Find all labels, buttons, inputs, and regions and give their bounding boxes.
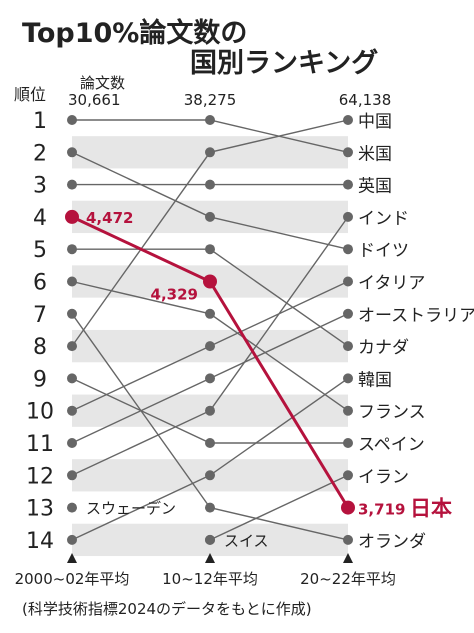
country-label-オランダ: オランダ xyxy=(358,532,426,552)
data-point-オーストラリア-3 xyxy=(343,308,353,319)
value-label-日本-1: 4,472 xyxy=(86,209,133,227)
data-point-ドイツ-3 xyxy=(343,244,353,255)
data-point-イタリア-1 xyxy=(67,405,77,416)
country-label-英国: 英国 xyxy=(358,177,392,197)
data-point-日本-1 xyxy=(65,209,79,224)
data-point-イタリア-3 xyxy=(343,276,353,287)
x-tick-label-1: 2000~02年平均 xyxy=(15,570,130,588)
data-point-インド-3 xyxy=(343,211,353,222)
chart-title-line2: 国別ランキング xyxy=(190,47,378,79)
data-point-韓国-3 xyxy=(343,373,353,384)
chart-title-line1: Top10%論文数の xyxy=(22,17,247,49)
rank-label-2: 2 xyxy=(33,141,47,166)
rank-label-5: 5 xyxy=(33,238,47,263)
data-point-スペイン-3 xyxy=(343,438,353,448)
data-point-オランダ-3 xyxy=(343,534,353,545)
x-marker-3 xyxy=(343,553,353,563)
data-point-中国-3 xyxy=(343,115,353,125)
rank-label-8: 8 xyxy=(33,335,47,360)
value-label-日本-3: 3,719 xyxy=(358,501,405,519)
data-point-スイス-2 xyxy=(205,534,215,545)
data-point-中国-2 xyxy=(205,147,215,158)
series-points xyxy=(65,115,355,545)
data-point-スウェーデン-1 xyxy=(67,502,77,513)
rank-label-13: 13 xyxy=(26,497,54,522)
data-point-オランダ-2 xyxy=(205,502,215,513)
country-labels: 中国米国英国インドドイツイタリアオーストラリアカナダ韓国フランススペインイランオ… xyxy=(86,112,474,552)
data-point-ドイツ-2 xyxy=(205,211,215,222)
country-label-スペイン: スペイン xyxy=(358,435,425,455)
x-axis: 2000~02年平均 10~12年平均 20~22年平均 xyxy=(15,553,396,588)
data-point-オランダ-1 xyxy=(67,308,77,319)
rank-label-3: 3 xyxy=(33,174,47,199)
data-point-イラン-3 xyxy=(343,470,353,481)
series-line-イラン xyxy=(209,474,349,541)
country-label-中国: 中国 xyxy=(358,112,392,132)
column-total-1: 30,661 xyxy=(68,91,121,109)
country-label-オーストラリア: オーストラリア xyxy=(358,306,474,326)
data-point-英国-1 xyxy=(67,179,77,190)
data-point-スペイン-1 xyxy=(67,373,77,384)
data-point-韓国-1 xyxy=(67,534,77,545)
data-point-オーストラリア-2 xyxy=(205,373,215,384)
data-point-日本-3 xyxy=(341,500,355,515)
rank-label-7: 7 xyxy=(33,303,47,328)
count-header: 論文数 xyxy=(80,74,125,92)
data-point-日本-2 xyxy=(203,274,217,289)
x-tick-label-2: 10~12年平均 xyxy=(162,570,258,588)
data-point-フランス-1 xyxy=(67,276,77,287)
column-totals: 30,661 38,275 64,138 xyxy=(68,91,391,109)
country-label-カナダ: カナダ xyxy=(358,338,409,358)
rank-header: 順位 xyxy=(14,85,46,104)
country-label-フランス: フランス xyxy=(358,403,426,423)
rank-label-12: 12 xyxy=(26,464,54,489)
source-note: (科学技術指標2024のデータをもとに作成) xyxy=(22,600,312,618)
x-marker-2 xyxy=(205,553,215,563)
data-point-米国-2 xyxy=(205,115,215,125)
data-point-インド-1 xyxy=(67,470,77,481)
country-label-米国: 米国 xyxy=(358,144,392,164)
data-point-オーストラリア-1 xyxy=(67,438,77,448)
data-point-中国-1 xyxy=(67,341,77,352)
rank-label-11: 11 xyxy=(26,432,54,457)
country-label-インド: インド xyxy=(358,209,409,229)
data-point-英国-2 xyxy=(205,179,215,190)
country-label-イタリア: イタリア xyxy=(358,274,425,294)
data-point-フランス-2 xyxy=(205,308,215,319)
data-point-韓国-2 xyxy=(205,470,215,481)
rank-label-10: 10 xyxy=(26,400,54,425)
country-label-韓国: 韓国 xyxy=(358,370,392,390)
dropped-label-スウェーデン: スウェーデン xyxy=(86,500,176,518)
data-point-カナダ-1 xyxy=(67,244,77,255)
data-point-カナダ-2 xyxy=(205,244,215,255)
x-marker-1 xyxy=(67,553,77,563)
data-point-インド-2 xyxy=(205,405,215,416)
column-total-2: 38,275 xyxy=(184,91,237,109)
data-point-英国-3 xyxy=(343,179,353,190)
value-label-日本-2: 4,329 xyxy=(151,286,198,304)
dropped-label-スイス: スイス xyxy=(224,532,269,550)
rank-label-4: 4 xyxy=(33,206,47,231)
rank-label-1: 1 xyxy=(33,109,47,134)
data-point-イタリア-2 xyxy=(205,341,215,352)
country-label-ドイツ: ドイツ xyxy=(358,241,409,261)
rank-label-9: 9 xyxy=(33,367,47,392)
data-point-カナダ-3 xyxy=(343,341,353,352)
data-point-スペイン-2 xyxy=(205,438,215,448)
data-point-フランス-3 xyxy=(343,405,353,416)
data-point-米国-1 xyxy=(67,115,77,125)
x-tick-label-3: 20~22年平均 xyxy=(300,570,396,588)
rank-label-14: 14 xyxy=(26,529,54,554)
country-label-日本: 日本 xyxy=(410,497,452,521)
column-total-3: 64,138 xyxy=(339,91,392,109)
data-point-ドイツ-1 xyxy=(67,147,77,158)
data-point-米国-3 xyxy=(343,147,353,158)
rank-label-6: 6 xyxy=(33,271,47,296)
country-label-イラン: イラン xyxy=(358,467,409,487)
